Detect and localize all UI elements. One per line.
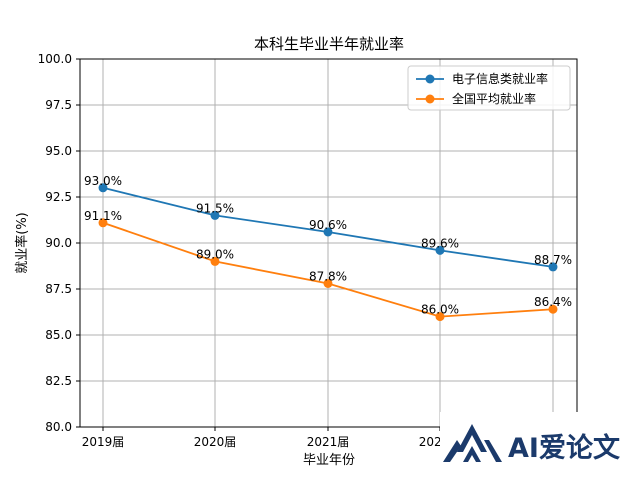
data-label: 89.0% <box>196 247 234 261</box>
data-point <box>323 227 333 237</box>
data-point <box>548 304 558 314</box>
axes: 80.0 82.5 85.0 87.5 90.0 92.5 95.0 97.5 100.0 201… <box>38 52 578 449</box>
y-axis-label: 就业率(%) <box>14 212 30 274</box>
x-tick-label: 2021届 <box>307 435 350 449</box>
series-group <box>98 183 558 322</box>
data-label: 91.1% <box>84 209 122 223</box>
plot-frame <box>79 58 578 428</box>
y-tick-label: 85.0 <box>45 328 72 342</box>
legend-entry-label: 全国平均就业率 <box>452 91 536 106</box>
data-point <box>435 245 445 255</box>
watermark-text: AI爱论文 <box>508 432 621 464</box>
chart-title: 本科生毕业半年就业率 <box>254 35 404 53</box>
y-tick-label: 95.0 <box>45 144 72 158</box>
y-tick-label: 87.5 <box>45 282 72 296</box>
data-labels: 93.0% 91.5% 90.6% 89.6% 88.7% 91.1% 89.0% 87.8%… <box>84 174 572 317</box>
watermark: AI爱论文 <box>440 412 640 480</box>
data-label: 86.0% <box>421 303 459 317</box>
y-tick-label: 90.0 <box>45 236 72 250</box>
data-label: 88.7% <box>534 253 572 267</box>
y-tick-label: 97.5 <box>45 98 72 112</box>
x-tick-label: 2019届 <box>82 435 125 449</box>
data-point <box>98 218 108 228</box>
data-point <box>210 256 220 266</box>
y-tick-label: 92.5 <box>45 190 72 204</box>
y-tick-label: 82.5 <box>45 374 72 388</box>
data-point <box>98 183 108 193</box>
legend-swatch-marker <box>425 94 435 104</box>
data-point <box>435 312 445 322</box>
data-label: 89.6% <box>421 236 459 250</box>
x-axis-label: 毕业年份 <box>303 453 355 468</box>
legend-entry-label: 电子信息类就业率 <box>452 71 548 86</box>
data-label: 86.4% <box>534 295 572 309</box>
x-tick-label: 2020届 <box>194 435 237 449</box>
grid-lines <box>80 58 577 428</box>
watermark-background <box>440 412 640 480</box>
data-label: 87.8% <box>309 269 347 283</box>
legend-swatch-marker <box>425 74 435 84</box>
data-label: 93.0% <box>84 174 122 188</box>
y-tick-label: 100.0 <box>38 52 72 66</box>
data-point <box>548 262 558 272</box>
data-label: 91.5% <box>196 201 234 215</box>
a-logo-icon <box>443 424 502 462</box>
y-tick-label: 80.0 <box>45 420 72 434</box>
data-label: 90.6% <box>309 218 347 232</box>
legend-box <box>407 65 571 111</box>
data-point <box>323 278 333 288</box>
data-point <box>210 210 220 220</box>
